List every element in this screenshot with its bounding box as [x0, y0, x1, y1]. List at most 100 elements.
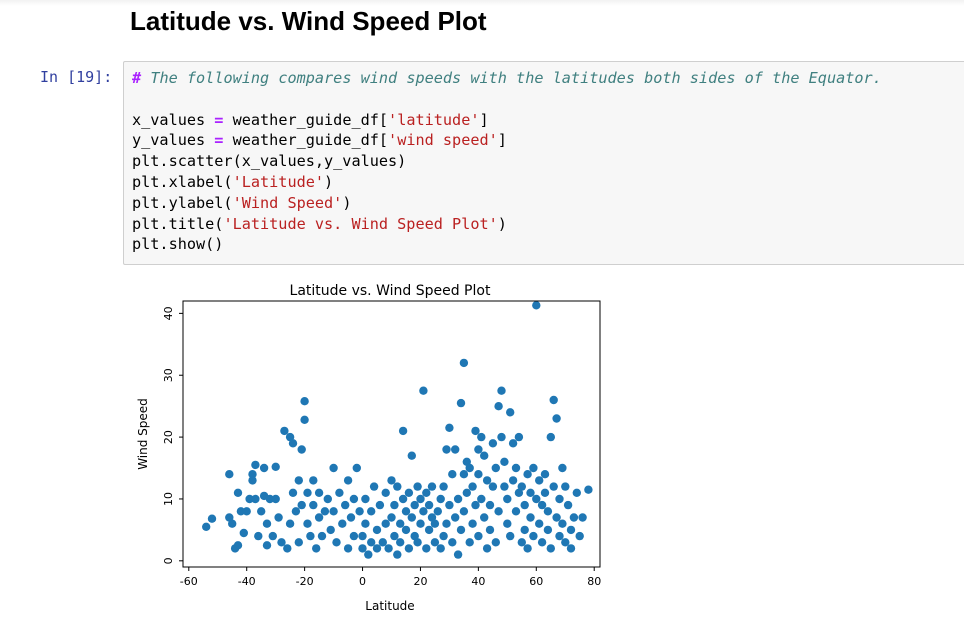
markdown-heading: Latitude vs. Wind Speed Plot [130, 6, 487, 36]
data-point [314, 513, 324, 522]
data-point [248, 476, 257, 485]
data-point [422, 488, 431, 497]
data-point [401, 525, 411, 535]
data-point [462, 488, 471, 497]
code-lines: x_values = weather_guide_df['latitude'] … [132, 111, 507, 254]
x-tick-label: 80 [587, 575, 601, 588]
data-point [537, 500, 547, 510]
data-point [396, 538, 405, 547]
data-point [563, 500, 573, 510]
data-point [297, 500, 306, 510]
data-point [207, 514, 217, 523]
data-point [445, 423, 454, 432]
data-point [500, 457, 509, 466]
data-point [482, 544, 492, 553]
code-string: 'latitude' [388, 110, 480, 129]
data-point [228, 519, 237, 528]
data-point [254, 531, 263, 541]
data-point [526, 488, 535, 497]
data-point [329, 507, 338, 516]
data-point [338, 519, 347, 528]
x-axis-ticks: -60 -40 -20 0 20 40 60 80 [180, 567, 601, 588]
data-point [285, 519, 295, 528]
data-point [474, 470, 483, 479]
data-point [442, 445, 451, 454]
data-point [422, 544, 431, 553]
data-point [349, 494, 359, 504]
data-points [202, 301, 593, 559]
data-point [549, 482, 558, 491]
data-point [413, 538, 422, 547]
data-point [459, 470, 469, 479]
code-text: plt.scatter(x_values,y_values) [132, 152, 407, 171]
data-point [288, 488, 298, 497]
data-point [468, 519, 477, 528]
code-string: 'Latitude vs. Wind Speed Plot' [223, 214, 498, 233]
data-point [369, 482, 379, 491]
data-point [239, 528, 248, 538]
x-axis-label: Latitude [365, 599, 414, 613]
data-point [259, 463, 269, 473]
x-tick-label: 40 [471, 575, 485, 588]
code-text: plt.xlabel( [132, 172, 233, 191]
data-point [396, 519, 405, 528]
cell-prompt: In [19]: [40, 68, 113, 86]
data-point [202, 522, 211, 531]
data-point [303, 519, 312, 528]
code-cell-input[interactable]: # The following compares wind speeds wit… [123, 61, 964, 265]
data-point [485, 500, 495, 510]
data-point [448, 470, 457, 479]
data-point [520, 500, 529, 510]
data-point [372, 525, 382, 535]
x-tick-label: 0 [359, 575, 366, 588]
data-point [514, 432, 524, 442]
data-point [404, 488, 414, 497]
data-point [485, 525, 495, 535]
data-point [268, 531, 277, 541]
data-point [497, 432, 506, 442]
code-line: plt.ylabel('Wind Speed') [132, 194, 351, 212]
code-text: ] [479, 110, 489, 129]
data-point [572, 488, 581, 497]
data-point [283, 544, 292, 553]
code-operator: = [214, 110, 224, 129]
data-point [529, 463, 538, 473]
data-point [566, 544, 576, 553]
data-point [517, 538, 526, 547]
plot-frame [182, 300, 601, 568]
code-text: y_values [132, 131, 215, 150]
data-point [427, 482, 437, 491]
data-point [349, 531, 359, 541]
data-point [294, 476, 303, 485]
data-point [506, 408, 515, 417]
data-point [500, 482, 509, 491]
data-point [288, 439, 298, 448]
code-text: x_values [132, 110, 215, 129]
data-point [413, 482, 422, 491]
data-point [459, 507, 469, 516]
code-string: 'Wind Speed' [232, 193, 343, 212]
data-point [569, 513, 579, 522]
data-point [401, 507, 411, 516]
data-point [271, 494, 280, 504]
data-point [465, 538, 474, 547]
code-text: weather_guide_df[ [223, 110, 389, 129]
data-point [248, 470, 257, 479]
data-point [459, 358, 469, 368]
data-point [555, 494, 564, 504]
code-text: weather_guide_df[ [223, 131, 389, 150]
code-editor[interactable]: # The following compares wind speeds wit… [132, 68, 882, 255]
data-point [491, 538, 500, 547]
data-point [430, 519, 440, 528]
data-point [274, 513, 283, 522]
data-point [480, 513, 489, 522]
data-point [233, 488, 243, 497]
data-point [280, 426, 289, 436]
data-point [424, 500, 434, 510]
data-point [448, 538, 457, 547]
data-point [517, 482, 526, 491]
data-point [488, 482, 498, 491]
data-point [578, 513, 587, 522]
data-point [436, 494, 445, 504]
data-point [419, 507, 428, 516]
